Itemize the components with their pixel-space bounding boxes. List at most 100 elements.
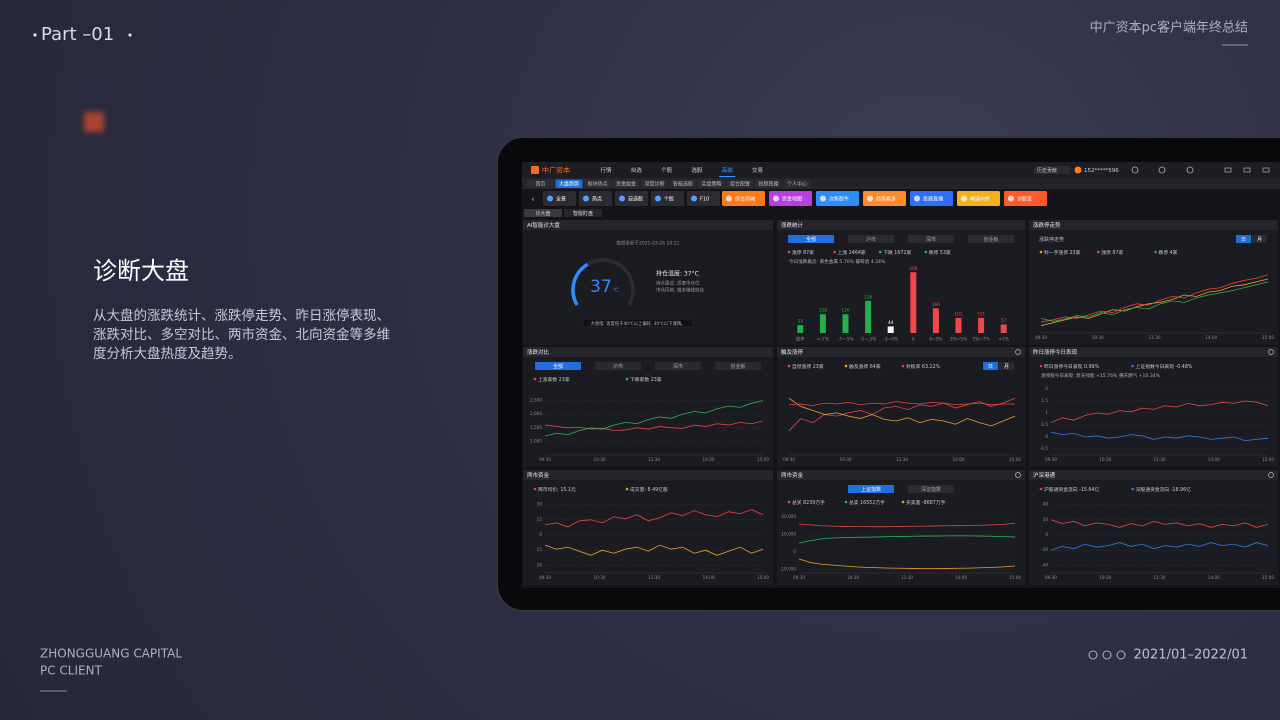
toolbar-icon[interactable] xyxy=(1158,166,1166,174)
tool-label[interactable]: 全景 xyxy=(556,196,566,203)
tab-label[interactable]: 资金掘金 xyxy=(616,181,636,188)
tab-label[interactable]: 板块热点 xyxy=(587,181,607,188)
tool-button[interactable] xyxy=(910,191,953,206)
x-tick-label: 11:30 xyxy=(648,457,660,462)
filter-label[interactable]: 深证指数 xyxy=(921,486,941,493)
panel-title: 涨跌停走势 xyxy=(1033,221,1061,229)
nav-tab[interactable]: 个股 xyxy=(661,167,673,174)
tool-button[interactable] xyxy=(687,191,720,206)
x-tick-label: 15:00 xyxy=(757,457,769,462)
tab[interactable] xyxy=(783,179,811,189)
tab-label[interactable]: 首页 xyxy=(535,181,545,188)
window-control[interactable] xyxy=(1243,167,1251,173)
window-control[interactable] xyxy=(1262,167,1270,173)
tool-label[interactable]: 趋势看多 xyxy=(876,196,896,203)
bar-value: 216 xyxy=(864,294,872,300)
toggle-label[interactable]: 日 xyxy=(988,364,993,370)
filter-button[interactable] xyxy=(595,362,641,370)
window-control[interactable] xyxy=(1224,167,1232,173)
toggle[interactable] xyxy=(999,362,1014,370)
tool-button[interactable] xyxy=(615,191,648,206)
tab[interactable] xyxy=(641,179,668,189)
toggle[interactable] xyxy=(1252,235,1267,243)
filter-label[interactable]: 全部 xyxy=(806,236,816,243)
tool-button[interactable] xyxy=(1004,191,1047,206)
toggle-label[interactable]: 月 xyxy=(1257,237,1262,243)
tool-label[interactable]: 自选股 xyxy=(628,196,643,203)
tab-label[interactable]: 投顾直播 xyxy=(758,181,778,188)
filter-button[interactable] xyxy=(788,235,834,243)
nav-tab[interactable]: 选股 xyxy=(691,166,703,174)
tab[interactable] xyxy=(726,179,754,189)
tab[interactable] xyxy=(555,179,583,189)
tool-label[interactable]: 热点 xyxy=(592,196,602,203)
view-label[interactable]: 智能盯盘 xyxy=(573,210,593,217)
tab-label[interactable]: 实盘策略 xyxy=(701,181,721,188)
tab[interactable] xyxy=(669,179,697,189)
tool-button[interactable] xyxy=(579,191,612,206)
toolbar-icon[interactable] xyxy=(1186,166,1194,174)
toggle[interactable] xyxy=(1236,235,1251,243)
user-name[interactable]: 152*****596 xyxy=(1084,168,1119,174)
tool-label[interactable]: 诊股室 xyxy=(1017,196,1032,203)
tab-label[interactable]: 个人中心 xyxy=(787,181,807,188)
view-tab[interactable] xyxy=(524,209,562,217)
toggle-label[interactable]: 月 xyxy=(1004,364,1009,370)
tool-label[interactable]: 综合商城 xyxy=(735,196,755,203)
nav-tab[interactable]: 自选 xyxy=(631,166,643,174)
filter-label[interactable]: 沪市 xyxy=(613,363,623,370)
tool-label[interactable]: 次新股牛 xyxy=(829,196,849,203)
toggle-label[interactable]: 日 xyxy=(1241,237,1246,243)
filter-label[interactable]: 深市 xyxy=(926,236,936,243)
filter-label[interactable]: 创业板 xyxy=(983,236,998,243)
info-icon[interactable] xyxy=(1268,349,1274,355)
tab[interactable] xyxy=(755,179,782,189)
tool-label[interactable]: F10 xyxy=(700,197,709,203)
tab-label[interactable]: 组合配置 xyxy=(730,181,750,188)
filter-button[interactable] xyxy=(535,362,581,370)
tool-button[interactable] xyxy=(863,191,906,206)
tab[interactable] xyxy=(612,179,640,189)
filter-button[interactable] xyxy=(968,235,1014,243)
tab[interactable] xyxy=(698,179,725,189)
filter-label[interactable]: 全部 xyxy=(553,363,563,370)
tool-button[interactable] xyxy=(722,191,765,206)
tool-button[interactable] xyxy=(651,191,684,206)
filter-button[interactable] xyxy=(715,362,761,370)
filter-label[interactable]: 沪市 xyxy=(866,236,876,243)
account-menu[interactable]: 历史贡献 xyxy=(1037,167,1057,174)
tab-label[interactable]: 智能选股 xyxy=(673,181,693,188)
tool-button[interactable] xyxy=(543,191,576,206)
view-label[interactable]: 诊大盘 xyxy=(535,210,550,217)
tool-label[interactable]: 投顾直播 xyxy=(923,196,943,203)
nav-tab[interactable]: 交易 xyxy=(752,166,763,174)
filter-button[interactable] xyxy=(908,235,954,243)
tool-label[interactable]: 个股 xyxy=(664,197,674,203)
view-tab[interactable] xyxy=(564,209,602,217)
filter-button[interactable] xyxy=(908,485,954,493)
tab[interactable] xyxy=(527,179,554,189)
info-icon[interactable] xyxy=(1268,472,1274,478)
toolbar-icon[interactable] xyxy=(1131,166,1139,174)
filter-button[interactable] xyxy=(848,485,894,493)
filter-button[interactable] xyxy=(655,362,701,370)
tool-button[interactable] xyxy=(816,191,859,206)
filter-label[interactable]: 深市 xyxy=(673,363,683,370)
tool-button[interactable] xyxy=(957,191,1000,206)
panel xyxy=(523,470,773,585)
toggle[interactable] xyxy=(983,362,998,370)
filter-label[interactable]: 创业板 xyxy=(730,363,745,370)
nav-tab[interactable]: 高端 xyxy=(722,166,734,174)
tab-label[interactable]: 深度诊断 xyxy=(644,181,664,188)
tool-label[interactable]: 资金地图 xyxy=(782,196,802,203)
tool-label[interactable]: 精选内参 xyxy=(970,196,990,203)
info-icon[interactable] xyxy=(1015,472,1021,478)
filter-label[interactable]: 上证指数 xyxy=(861,486,881,493)
tab[interactable] xyxy=(584,179,611,189)
tool-button[interactable] xyxy=(769,191,812,206)
filter-button[interactable] xyxy=(848,235,894,243)
back-arrow[interactable]: ‹ xyxy=(531,195,534,204)
info-icon[interactable] xyxy=(1015,349,1021,355)
nav-tab[interactable]: 行情 xyxy=(600,166,612,174)
tab-label[interactable]: 大盘趋势 xyxy=(559,181,579,188)
